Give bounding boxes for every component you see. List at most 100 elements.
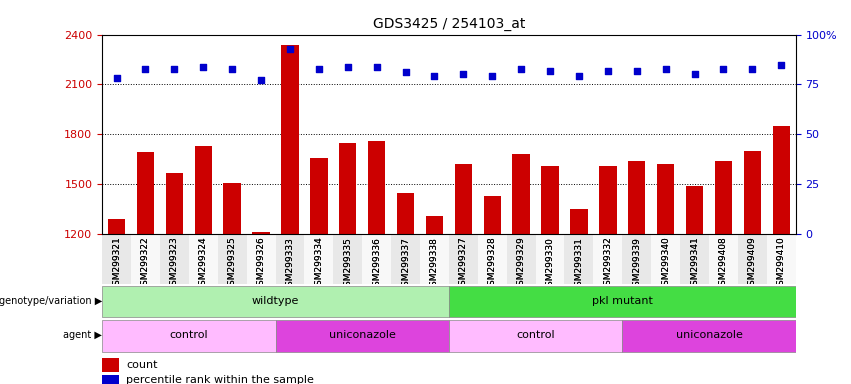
Bar bbox=[368, 141, 386, 234]
Bar bbox=[420, 234, 449, 284]
Text: GSM299410: GSM299410 bbox=[777, 237, 785, 291]
Bar bbox=[102, 320, 276, 352]
Text: GSM299340: GSM299340 bbox=[661, 237, 670, 291]
Point bbox=[630, 68, 643, 74]
Point bbox=[341, 63, 355, 70]
Text: GSM299328: GSM299328 bbox=[488, 237, 497, 291]
Text: GSM299332: GSM299332 bbox=[603, 237, 613, 291]
Text: GSM299341: GSM299341 bbox=[690, 237, 699, 291]
Text: GSM299336: GSM299336 bbox=[372, 237, 381, 291]
Point bbox=[139, 65, 152, 71]
Text: pkl mutant: pkl mutant bbox=[591, 296, 653, 306]
Bar bbox=[218, 234, 247, 284]
Point bbox=[312, 65, 326, 71]
Text: GSM299330: GSM299330 bbox=[545, 237, 555, 291]
Text: GSM299330: GSM299330 bbox=[545, 237, 555, 291]
Text: GSM299410: GSM299410 bbox=[777, 237, 785, 291]
Bar bbox=[449, 234, 477, 284]
Bar bbox=[160, 234, 189, 284]
Text: GSM299338: GSM299338 bbox=[430, 237, 439, 291]
Text: GSM299331: GSM299331 bbox=[574, 237, 584, 291]
Bar bbox=[680, 234, 709, 284]
Text: GSM299322: GSM299322 bbox=[141, 237, 150, 291]
Bar bbox=[449, 286, 796, 317]
Point bbox=[601, 68, 614, 74]
Point bbox=[283, 45, 297, 51]
Point bbox=[254, 78, 268, 84]
Text: GSM299341: GSM299341 bbox=[690, 237, 699, 291]
Point bbox=[572, 73, 585, 79]
Point bbox=[774, 61, 788, 68]
Bar bbox=[535, 234, 564, 284]
Bar bbox=[108, 219, 125, 234]
Bar bbox=[391, 234, 420, 284]
Text: GSM299329: GSM299329 bbox=[517, 237, 526, 291]
Bar bbox=[102, 358, 119, 372]
Bar bbox=[628, 161, 645, 234]
Point bbox=[514, 65, 528, 71]
Bar bbox=[247, 234, 276, 284]
Text: GSM299323: GSM299323 bbox=[170, 237, 179, 291]
Bar bbox=[305, 234, 334, 284]
Text: uniconazole: uniconazole bbox=[328, 330, 396, 340]
Bar bbox=[131, 234, 160, 284]
Text: GSM299324: GSM299324 bbox=[199, 237, 208, 291]
Text: GSM299339: GSM299339 bbox=[632, 237, 642, 291]
Bar bbox=[102, 375, 119, 384]
Text: GSM299335: GSM299335 bbox=[343, 237, 352, 291]
Text: GSM299338: GSM299338 bbox=[430, 237, 439, 291]
Text: GSM299321: GSM299321 bbox=[112, 237, 121, 291]
Text: count: count bbox=[127, 360, 158, 370]
Text: agent ▶: agent ▶ bbox=[63, 330, 102, 340]
Text: GSM299326: GSM299326 bbox=[256, 237, 266, 291]
Bar bbox=[454, 164, 472, 234]
Text: GSM299327: GSM299327 bbox=[459, 237, 468, 291]
Text: GSM299328: GSM299328 bbox=[488, 237, 497, 291]
Text: GSM299321: GSM299321 bbox=[112, 237, 121, 291]
Text: control: control bbox=[517, 330, 555, 340]
Text: GSM299325: GSM299325 bbox=[228, 237, 237, 291]
Bar bbox=[253, 232, 270, 234]
Text: percentile rank within the sample: percentile rank within the sample bbox=[127, 375, 314, 384]
Text: GSM299324: GSM299324 bbox=[199, 237, 208, 291]
Text: GSM299334: GSM299334 bbox=[314, 237, 323, 291]
Text: GSM299331: GSM299331 bbox=[574, 237, 584, 291]
Text: wildtype: wildtype bbox=[252, 296, 300, 306]
Text: GSM299327: GSM299327 bbox=[459, 237, 468, 291]
Point bbox=[543, 68, 557, 74]
Bar bbox=[715, 161, 732, 234]
Text: GSM299326: GSM299326 bbox=[256, 237, 266, 291]
Text: GSM299325: GSM299325 bbox=[228, 237, 237, 291]
Text: GSM299334: GSM299334 bbox=[314, 237, 323, 291]
Bar bbox=[738, 234, 767, 284]
Bar bbox=[483, 196, 501, 234]
Text: GSM299337: GSM299337 bbox=[401, 237, 410, 291]
Bar bbox=[310, 158, 328, 234]
Bar bbox=[339, 143, 357, 234]
Text: GSM299339: GSM299339 bbox=[632, 237, 642, 291]
Bar bbox=[773, 126, 790, 234]
Text: GSM299340: GSM299340 bbox=[661, 237, 670, 291]
Bar bbox=[651, 234, 680, 284]
Bar bbox=[570, 209, 587, 234]
Text: GSM299329: GSM299329 bbox=[517, 237, 526, 291]
Bar bbox=[506, 234, 535, 284]
Point bbox=[745, 65, 759, 71]
Bar bbox=[102, 234, 131, 284]
Text: GSM299333: GSM299333 bbox=[285, 237, 294, 291]
Point bbox=[226, 65, 239, 71]
Title: GDS3425 / 254103_at: GDS3425 / 254103_at bbox=[373, 17, 525, 31]
Bar bbox=[426, 216, 443, 234]
Bar bbox=[512, 154, 530, 234]
Bar bbox=[102, 286, 449, 317]
Text: uniconazole: uniconazole bbox=[676, 330, 742, 340]
Point bbox=[197, 63, 210, 70]
Bar bbox=[599, 166, 616, 234]
Point bbox=[688, 71, 701, 78]
Point bbox=[110, 75, 123, 81]
Text: GSM299337: GSM299337 bbox=[401, 237, 410, 291]
Bar bbox=[363, 234, 391, 284]
Bar bbox=[276, 320, 449, 352]
Bar bbox=[593, 234, 622, 284]
Point bbox=[428, 73, 442, 79]
